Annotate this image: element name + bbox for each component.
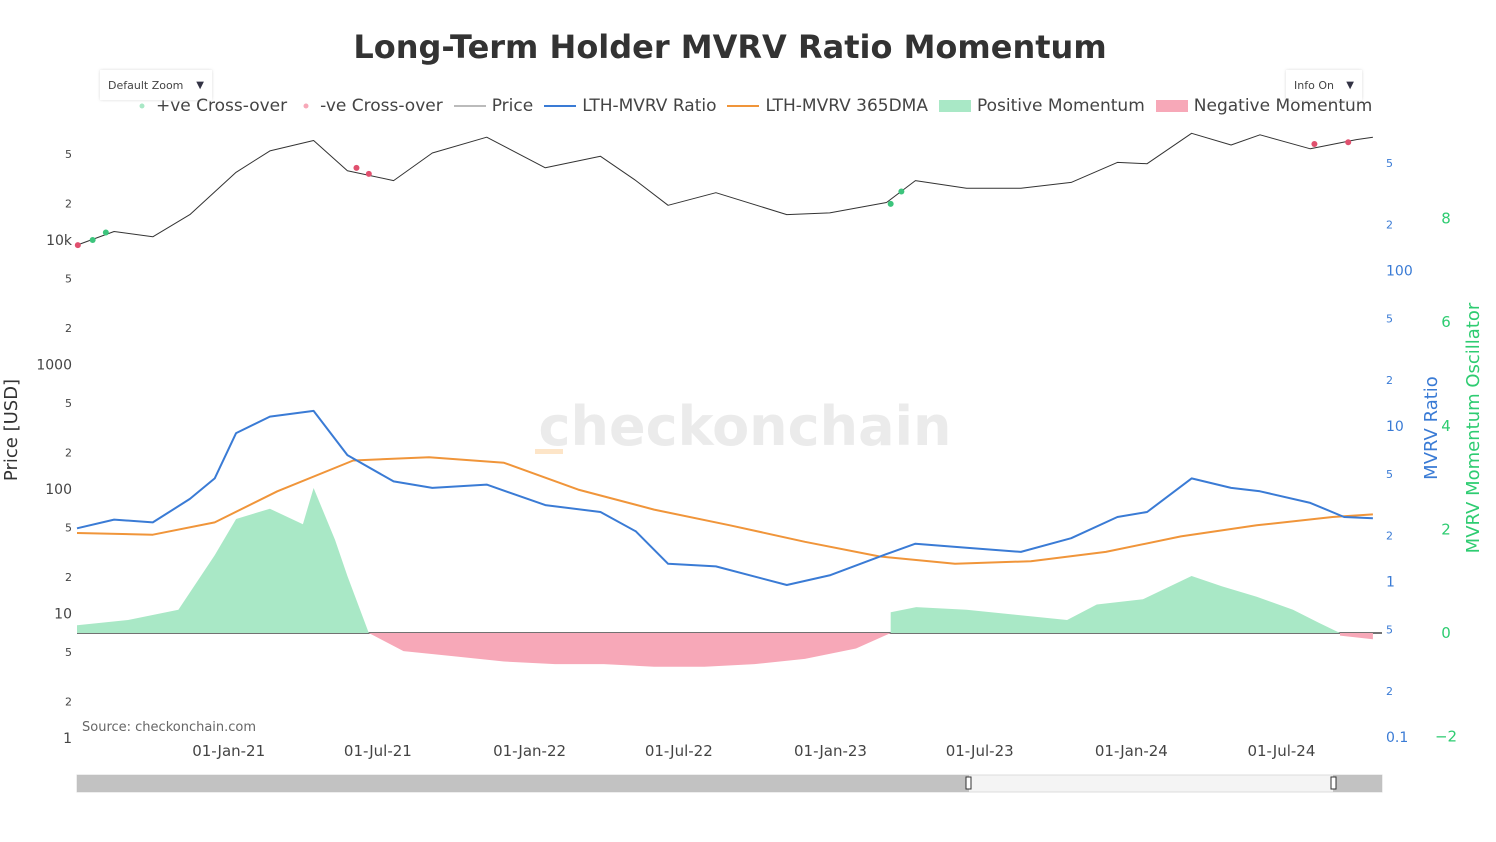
oscillator-tick-label: 0 [1441, 624, 1451, 642]
chevron-down-icon: ▼ [196, 79, 204, 91]
positive-momentum-area [77, 488, 369, 633]
price-tick-label: 5 [65, 272, 72, 285]
pos-crossover-marker [89, 237, 96, 243]
range-slider-handle-left [965, 776, 972, 790]
price-axis-title: Price [USD] [1, 379, 22, 481]
info-dropdown-label: Info On [1294, 78, 1334, 92]
legend-item-negative[interactable]: Negative Momentum [1154, 96, 1373, 116]
price-tick-label: 1000 [36, 358, 72, 374]
watermark: checkonchain [539, 395, 952, 458]
pos-crossover-marker [887, 200, 894, 207]
oscillator-axis-title: MVRV Momentum Oscillator [1463, 302, 1484, 553]
legend-item-dma[interactable]: LTH-MVRV 365DMA [725, 96, 928, 116]
x-tick-label: 01-Jan-23 [794, 742, 867, 760]
price-tick-label: 5 [65, 148, 72, 161]
mvrv-tick-label: 2 [1386, 685, 1393, 698]
price-tick-label: 5 [65, 646, 72, 659]
legend-label: Positive Momentum [976, 96, 1145, 116]
mvrv-tick-label: 0.1 [1386, 730, 1408, 746]
price-tick-label: 2 [65, 696, 72, 709]
legend-label: +ve Cross-over [156, 96, 288, 116]
legend-item-positive[interactable]: Positive Momentum [937, 96, 1145, 116]
x-tick-label: 01-Jul-23 [946, 742, 1014, 760]
range-slider-mask [1333, 775, 1382, 792]
mvrv-tick-label: 10 [1386, 419, 1404, 435]
mvrv-tick-label: 2 [1386, 374, 1393, 387]
price-line [76, 132, 1373, 246]
price-tick-label: 2 [65, 571, 72, 584]
negative-momentum-area [1339, 633, 1373, 640]
price-tick-label: 10 [54, 607, 72, 623]
chevron-down-icon: ▼ [1346, 79, 1354, 91]
x-tick-label: 01-Jan-24 [1095, 742, 1168, 760]
price-tick-label: 5 [65, 397, 72, 410]
legend-label: LTH-MVRV 365DMA [765, 96, 928, 116]
dot-marker-icon [296, 96, 316, 116]
pos-crossover-marker [102, 229, 109, 236]
neg-crossover-marker [1311, 141, 1318, 148]
mvrv-tick-label: 5 [1386, 157, 1393, 170]
pos-crossover-marker [898, 188, 905, 195]
oscillator-tick-label: −2 [1435, 728, 1457, 746]
price-tick-label: 10k [46, 233, 73, 249]
x-tick-label: 01-Jul-24 [1247, 742, 1315, 760]
legend-item-pos-crossover[interactable]: +ve Cross-over [132, 96, 287, 116]
zoom-dropdown[interactable]: Default Zoom ▼ [100, 70, 212, 100]
line-swatch-icon [542, 96, 578, 116]
area-swatch-icon [1154, 96, 1190, 116]
x-tick-label: 01-Jan-21 [192, 742, 265, 760]
price-tick-label: 2 [65, 322, 72, 335]
dot-marker-icon [132, 96, 152, 116]
mvrv-tick-label: 5 [1386, 312, 1393, 325]
negative-momentum-area [368, 633, 891, 667]
mvrv-tick-label: 2 [1386, 530, 1393, 543]
x-tick-label: 01-Jul-21 [344, 742, 412, 760]
chart-title: Long-Term Holder MVRV Ratio Momentum [353, 28, 1107, 66]
legend-label: Negative Momentum [1193, 96, 1373, 116]
legend-item-mvrv[interactable]: LTH-MVRV Ratio [542, 96, 716, 116]
neg-crossover-marker [365, 170, 372, 177]
line-swatch-icon [452, 96, 488, 116]
watermark-mark [535, 449, 563, 454]
lth-mvrv-365dma-line [76, 456, 1373, 565]
positive-momentum-area [890, 576, 1340, 633]
range-slider-mask [77, 775, 969, 792]
mvrv-axis-title: MVRV Ratio [1421, 376, 1442, 480]
price-tick-label: 100 [45, 482, 72, 498]
legend-label: -ve Cross-over [320, 96, 443, 116]
legend-label: LTH-MVRV Ratio [582, 96, 717, 116]
zoom-dropdown-label: Default Zoom [108, 78, 184, 92]
line-swatch-icon [725, 96, 761, 116]
mvrv-tick-label: 5 [1386, 468, 1393, 481]
oscillator-tick-label: 6 [1441, 313, 1451, 331]
price-tick-label: 2 [65, 198, 72, 211]
mvrv-tick-label: 1 [1386, 575, 1395, 591]
legend-item-price[interactable]: Price [452, 96, 533, 116]
legend-label: Price [491, 96, 534, 116]
oscillator-tick-label: 4 [1441, 417, 1451, 435]
source-note: Source: checkonchain.com [82, 720, 257, 735]
area-swatch-icon [937, 96, 973, 116]
x-tick-label: 01-Jan-22 [493, 742, 566, 760]
mvrv-tick-label: 100 [1386, 264, 1413, 280]
oscillator-tick-label: 2 [1441, 520, 1451, 538]
mvrv-tick-label: 5 [1386, 623, 1393, 636]
oscillator-tick-label: 8 [1441, 210, 1451, 228]
range-slider-handle-right [1330, 776, 1337, 790]
neg-crossover-marker [74, 242, 81, 249]
price-tick-label: 2 [65, 447, 72, 460]
neg-crossover-marker [1345, 139, 1352, 146]
info-dropdown[interactable]: Info On ▼ [1286, 70, 1362, 100]
price-tick-label: 1 [63, 731, 72, 747]
neg-crossover-marker [353, 164, 360, 171]
legend-item-neg-crossover[interactable]: -ve Cross-over [296, 96, 443, 116]
x-tick-label: 01-Jul-22 [645, 742, 713, 760]
price-tick-label: 5 [65, 521, 72, 534]
lth-mvrv-ratio-line [76, 409, 1373, 586]
mvrv-tick-label: 2 [1386, 219, 1393, 232]
chart-legend: +ve Cross-over -ve Cross-over Price LTH-… [132, 96, 1381, 116]
